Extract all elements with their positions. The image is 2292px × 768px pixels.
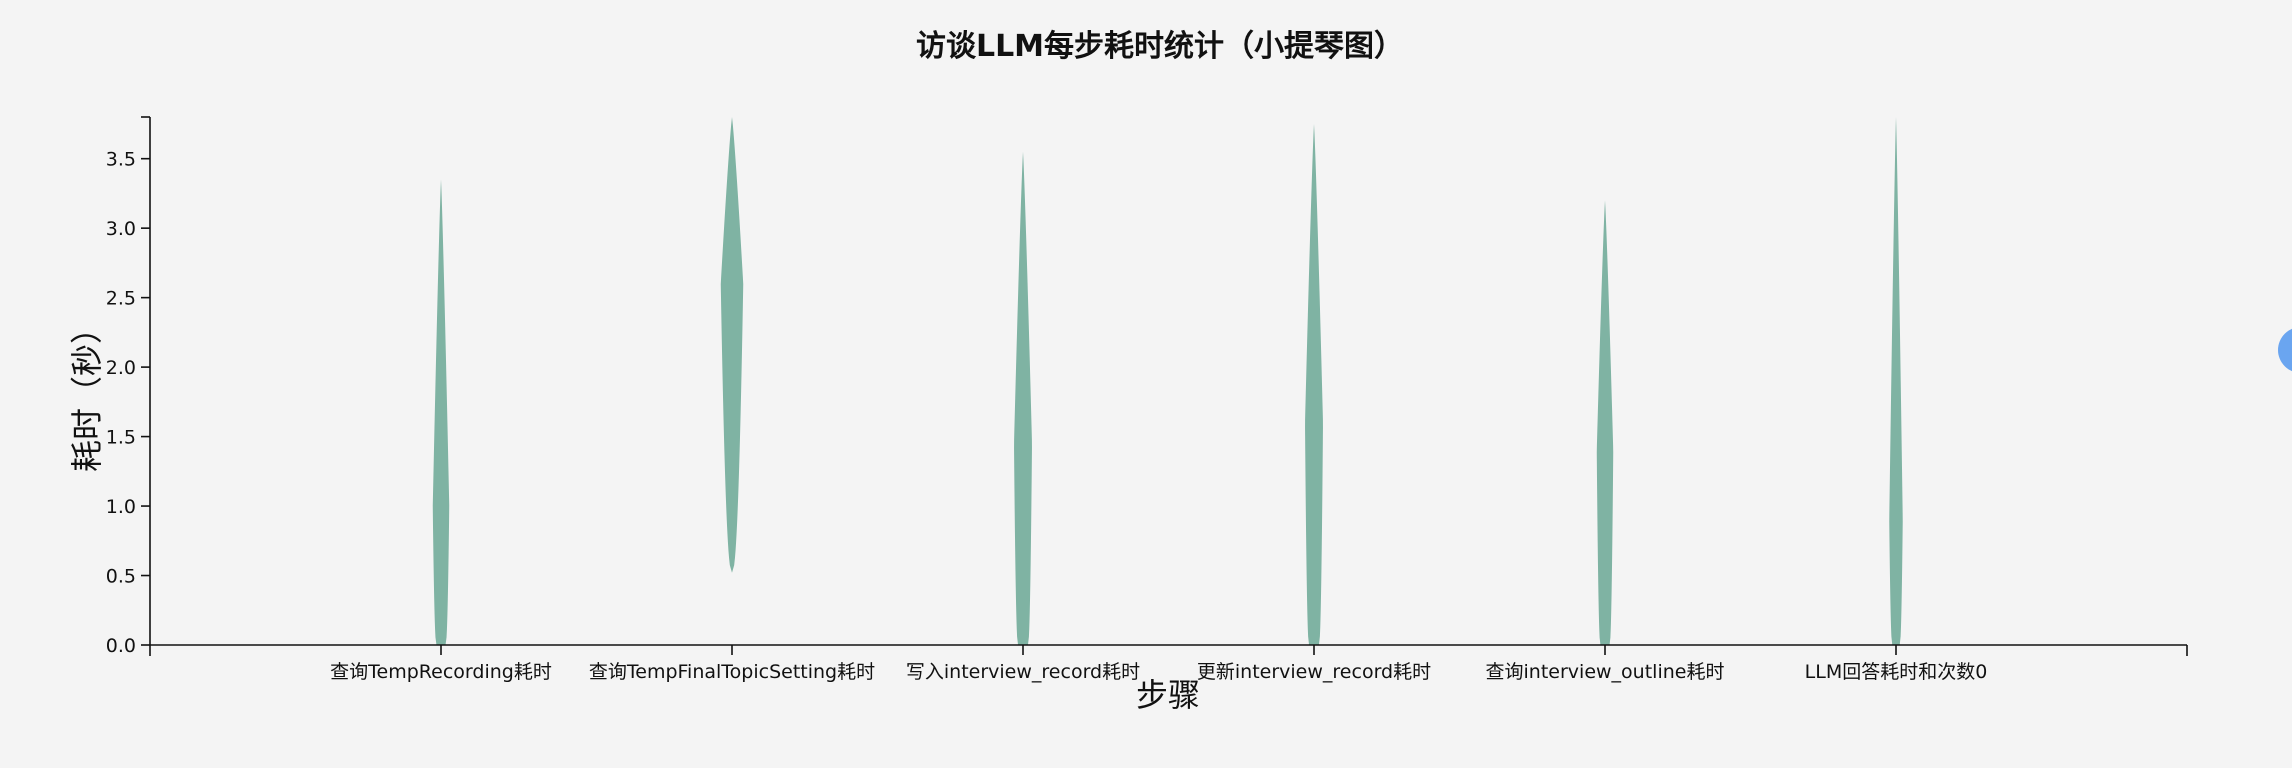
y-tick-label: 2.0 bbox=[106, 357, 136, 379]
violin-2 bbox=[720, 117, 744, 573]
violins-group bbox=[432, 117, 1903, 646]
chart-title: 访谈LLM每步耗时统计（小提琴图） bbox=[916, 29, 1404, 64]
x-tick-label: 查询TempFinalTopicSetting耗时 bbox=[589, 661, 875, 683]
x-tick-label: 更新interview_record耗时 bbox=[1197, 661, 1431, 683]
y-tick-label: 2.5 bbox=[106, 288, 136, 310]
x-axis-title: 步骤 bbox=[1136, 676, 1200, 714]
y-tick-label: 3.0 bbox=[106, 218, 136, 240]
x-tick-label: 写入interview_record耗时 bbox=[906, 661, 1140, 683]
violin-3 bbox=[1014, 151, 1032, 646]
y-axis-title: 耗时（秒） bbox=[68, 312, 106, 472]
x-tick-label: 查询TempRecording耗时 bbox=[330, 661, 552, 683]
y-tick-label: 0.0 bbox=[106, 635, 136, 657]
side-expand-button[interactable] bbox=[2278, 327, 2292, 373]
y-ticks-group: 0.0 0.5 1.0 1.5 2.0 2.5 3.0 3.5 bbox=[106, 149, 150, 657]
violin-6 bbox=[1889, 117, 1903, 645]
x-tick-label: LLM回答耗时和次数0 bbox=[1805, 661, 1988, 683]
x-tick-label: 查询interview_outline耗时 bbox=[1486, 661, 1725, 683]
y-tick-label: 1.0 bbox=[106, 496, 136, 518]
violin-4 bbox=[1305, 123, 1323, 645]
violin-1 bbox=[432, 179, 450, 645]
y-tick-label: 3.5 bbox=[106, 149, 136, 171]
y-tick-label: 0.5 bbox=[106, 566, 136, 588]
violin-5 bbox=[1596, 200, 1614, 645]
y-tick-label: 1.5 bbox=[106, 427, 136, 449]
x-ticks-group: 查询TempRecording耗时 查询TempFinalTopicSetting… bbox=[330, 645, 1987, 683]
